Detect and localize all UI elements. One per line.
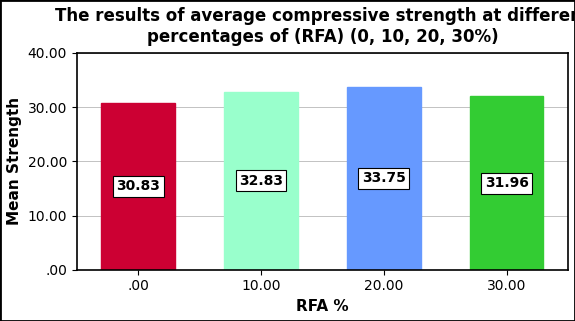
X-axis label: RFA %: RFA % (296, 299, 348, 314)
Title: The results of average compressive strength at different
percentages of (RFA) (0: The results of average compressive stren… (55, 7, 575, 46)
Bar (224, 92, 298, 270)
Bar (347, 87, 421, 270)
Bar (470, 96, 543, 270)
Y-axis label: Mean Strength: Mean Strength (7, 97, 22, 225)
Text: 31.96: 31.96 (485, 176, 528, 190)
Text: 32.83: 32.83 (239, 174, 283, 188)
Bar (101, 103, 175, 270)
Text: 33.75: 33.75 (362, 171, 406, 185)
Text: 30.83: 30.83 (116, 179, 160, 193)
